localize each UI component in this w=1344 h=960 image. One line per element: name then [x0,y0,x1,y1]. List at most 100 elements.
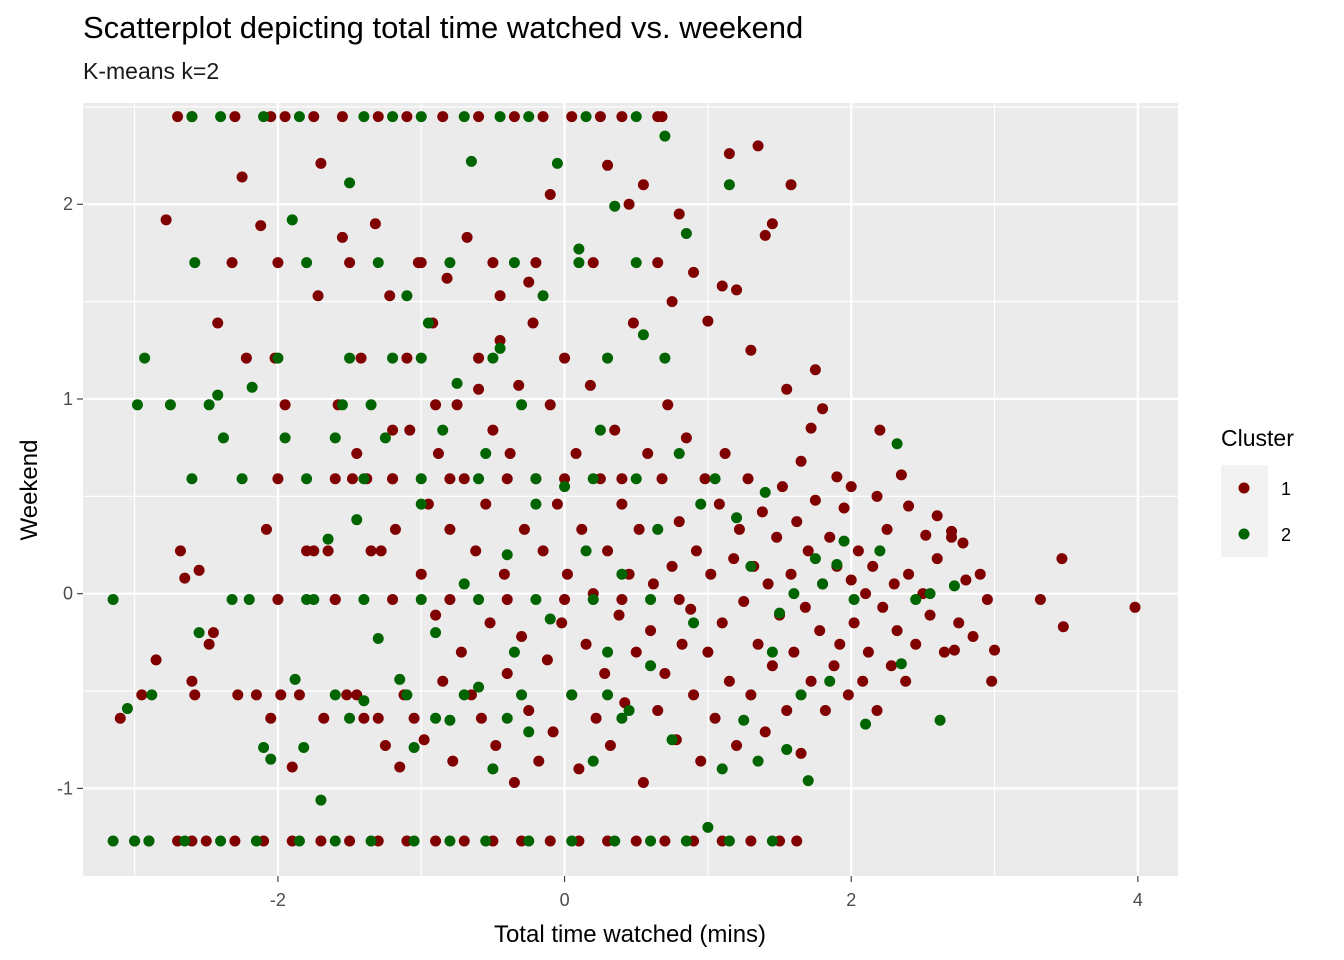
data-point-cluster-1 [475,712,487,724]
data-point-cluster-1 [530,257,542,269]
data-point-cluster-1 [616,594,628,606]
data-point-cluster-2 [401,689,413,701]
data-point-cluster-1 [781,383,793,395]
data-point-cluster-2 [766,835,778,847]
data-point-cluster-2 [766,646,778,658]
data-point-cluster-1 [533,755,545,767]
chart-title: Scatterplot depicting total time watched… [83,10,804,45]
data-point-cluster-2 [501,549,513,561]
data-point-cluster-1 [924,609,936,621]
data-point-cluster-1 [881,523,893,535]
data-point-cluster-2 [508,646,520,658]
data-point-cluster-1 [731,740,743,752]
data-point-cluster-1 [375,545,387,557]
data-point-cluster-2 [501,712,513,724]
data-point-cluster-2 [587,594,599,606]
data-point-cluster-1 [616,473,628,485]
data-point-cluster-1 [487,257,499,269]
data-point-cluster-2 [358,473,370,485]
data-point-cluster-1 [504,447,516,459]
data-point-cluster-2 [924,588,936,600]
data-point-cluster-1 [781,704,793,716]
legend: Cluster 1 2 [1221,425,1294,557]
data-point-cluster-1 [871,704,883,716]
data-point-cluster-2 [609,200,621,212]
data-point-cluster-2 [329,835,341,847]
data-point-cluster-1 [960,574,972,586]
data-point-cluster-2 [666,734,678,746]
data-point-cluster-1 [451,399,463,411]
data-point-cluster-2 [487,763,499,775]
data-point-cluster-1 [513,379,525,391]
data-point-cluster-1 [487,424,499,436]
data-point-cluster-2 [774,607,786,619]
data-point-cluster-1 [662,399,674,411]
x-tick-label: 2 [846,890,856,910]
data-point-cluster-2 [146,689,158,701]
data-point-cluster-2 [731,512,743,524]
data-point-cluster-1 [458,835,470,847]
data-point-cluster-2 [246,381,258,393]
data-point-cluster-2 [580,111,592,123]
y-tick-labels: -1 0 1 2 [57,194,73,798]
data-point-cluster-1 [900,675,912,687]
data-point-cluster-1 [602,159,614,171]
data-point-cluster-1 [920,529,932,541]
data-point-cluster-1 [365,545,377,557]
data-point-cluster-2 [544,613,556,625]
data-point-cluster-2 [948,580,960,592]
data-point-cluster-2 [874,545,886,557]
data-point-cluster-1 [160,214,172,226]
data-point-cluster-1 [1056,553,1068,565]
data-point-cluster-2 [415,352,427,364]
data-point-cluster-2 [838,535,850,547]
data-point-cluster-1 [523,276,535,288]
data-point-cluster-1 [762,578,774,590]
data-point-cluster-1 [834,638,846,650]
data-point-cluster-1 [845,481,857,493]
data-point-cluster-2 [573,257,585,269]
data-point-cluster-1 [537,111,549,123]
data-point-cluster-2 [781,743,793,755]
data-point-cluster-1 [275,689,287,701]
data-point-cluster-2 [372,632,384,644]
data-point-cluster-1 [752,638,764,650]
data-point-cluster-1 [809,364,821,376]
data-point-cluster-1 [867,560,879,572]
data-point-cluster-2 [580,545,592,557]
data-point-cluster-1 [766,660,778,672]
data-point-cluster-1 [666,296,678,308]
data-point-cluster-2 [723,179,735,191]
data-point-cluster-1 [389,523,401,535]
data-point-cluster-1 [372,111,384,123]
data-point-cluster-2 [329,432,341,444]
data-point-cluster-1 [647,578,659,590]
data-point-cluster-1 [346,473,358,485]
data-point-cluster-1 [384,290,396,302]
data-point-cluster-1 [179,572,191,584]
data-point-cluster-1 [688,266,700,278]
data-point-cluster-1 [322,545,334,557]
data-point-cluster-2 [788,588,800,600]
data-point-cluster-1 [387,473,399,485]
data-point-cluster-1 [788,646,800,658]
data-point-cluster-1 [609,424,621,436]
data-point-cluster-1 [946,525,958,537]
data-point-cluster-2 [680,835,692,847]
data-point-cluster-2 [415,594,427,606]
minor-gridlines [83,103,1178,876]
data-point-cluster-1 [229,835,241,847]
data-point-cluster-2 [394,673,406,685]
data-point-cluster-2 [795,689,807,701]
y-axis-title: Weekend [16,440,43,541]
data-point-cluster-1 [372,712,384,724]
data-point-cluster-1 [336,231,348,243]
data-point-cluster-2 [630,473,642,485]
data-point-cluster-2 [516,689,528,701]
data-point-cluster-2 [444,835,456,847]
data-point-cluster-1 [938,646,950,658]
data-point-cluster-1 [814,625,826,637]
data-point-cluster-2 [551,157,563,169]
data-point-cluster-1 [705,568,717,580]
data-point-cluster-1 [418,734,430,746]
